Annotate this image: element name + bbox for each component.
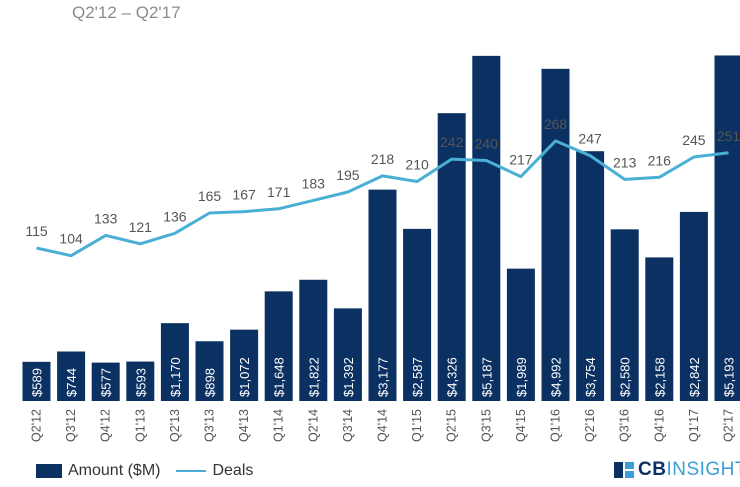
deals-value-label: 210 [405,157,429,173]
bar-amount [437,113,466,402]
deals-value-label: 247 [578,131,602,147]
bar-value-label: $577 [99,368,114,397]
deals-value-label: 213 [613,154,637,170]
bar-amount [368,189,397,401]
deals-value-label: 195 [336,167,360,183]
x-tick-label: Q2'16 [583,409,597,442]
x-tick-label: Q1'17 [687,409,701,442]
cb-insights-logo-icon [614,462,634,478]
legend-swatch-deals [176,470,207,472]
x-tick-label: Q3'14 [341,409,355,442]
bar-amount [714,55,740,402]
bar-amount [610,229,639,401]
x-tick-label: Q1'15 [410,409,424,442]
deals-line [36,139,729,258]
cb-insights-logo: CB INSIGHTS [614,459,740,481]
bar-amount [403,228,432,401]
bar-amount [645,257,674,401]
x-tick-label: Q1'13 [133,409,147,442]
x-tick-label: Q2'13 [168,409,182,442]
bar-value-label: $3,177 [376,357,391,397]
chart-legend: Amount ($M) Deals [36,462,253,480]
deals-value-label: 121 [129,219,153,235]
deals-value-label: 115 [25,223,48,239]
chart-subtitle: Q2'12 – Q2'17 [72,3,181,22]
deals-value-label: 240 [475,136,499,152]
deals-value-label: 104 [59,231,83,247]
bar-value-label: $1,989 [514,357,529,397]
deals-value-label: 245 [682,132,706,148]
x-tick-label: Q1'16 [549,409,563,442]
bar-amount [22,361,51,401]
bar-value-label: $2,158 [652,357,667,397]
deals-value-label: 218 [371,151,395,167]
x-tick-label: Q1'14 [272,409,286,442]
logo-text-cb: CB [638,459,667,480]
bar-value-label: $1,170 [168,357,183,397]
bar-value-label: $5,193 [722,357,737,397]
x-tick-label: Q4'13 [237,409,251,442]
bar-amount [472,55,501,402]
bar-amount [576,151,605,401]
bar-value-label: $589 [30,368,45,397]
bar-amount [160,323,189,401]
bar-value-label: $3,754 [583,357,598,397]
legend-label-deals: Deals [212,462,254,479]
deals-value-label: 268 [544,116,568,132]
x-tick-label: Q4'14 [376,409,390,442]
x-tick-label: Q4'16 [652,409,666,442]
deals-value-label: 136 [163,208,187,224]
bar-amount [195,341,224,401]
deals-value-label: 251 [717,128,740,144]
deals-value-label: 133 [94,210,118,226]
bar-value-label: $4,326 [445,357,460,397]
bar-value-label: $1,822 [306,357,321,397]
bar-value-label: $898 [203,368,218,397]
x-tick-label: Q3'12 [64,409,78,442]
deals-value-label: 183 [302,175,326,191]
deals-value-label: 165 [198,188,222,204]
bar-amount [333,308,362,401]
deals-value-label: 242 [440,134,464,150]
x-tick-label: Q4'12 [99,409,113,442]
bar-amount [57,351,86,401]
x-tick-label: Q3'16 [618,409,632,442]
bar-value-label: $5,187 [479,357,494,397]
x-tick-label: Q2'12 [30,409,44,442]
deals-value-label: 171 [267,184,291,200]
bar-value-label: $2,587 [410,357,425,397]
bar-value-label: $2,580 [618,357,633,397]
bar-amount [264,291,293,401]
x-tick-label: Q2'15 [445,409,459,442]
bar-amount [91,362,120,401]
bar-amount [126,361,155,401]
x-tick-label: Q2'14 [306,409,320,442]
bar-value-label: $1,072 [237,357,252,397]
bar-amount [230,329,259,401]
bar-value-label: $4,992 [549,357,564,397]
x-tick-label: Q3'15 [479,409,493,442]
x-tick-label: Q4'15 [514,409,528,442]
bar-amount [541,68,570,401]
bar-amount [299,279,328,401]
bar-value-label: $2,842 [687,357,702,397]
bar-amount [506,268,535,401]
x-tick-label: Q3'13 [203,409,217,442]
bar-value-label: $1,648 [272,357,287,397]
legend-label-amount: Amount ($M) [68,462,161,479]
bar-value-label: $744 [64,368,79,397]
legend-swatch-amount [36,464,62,478]
deals-value-label: 217 [509,152,533,168]
deals-value-label: 167 [232,187,256,203]
logo-text-insights: INSIGHTS [666,459,740,480]
deals-value-label: 216 [648,152,672,168]
bar-amount [679,211,708,401]
x-tick-label: Q2'17 [722,409,736,442]
bar-value-label: $1,392 [341,357,356,397]
bar-value-label: $593 [133,368,148,397]
